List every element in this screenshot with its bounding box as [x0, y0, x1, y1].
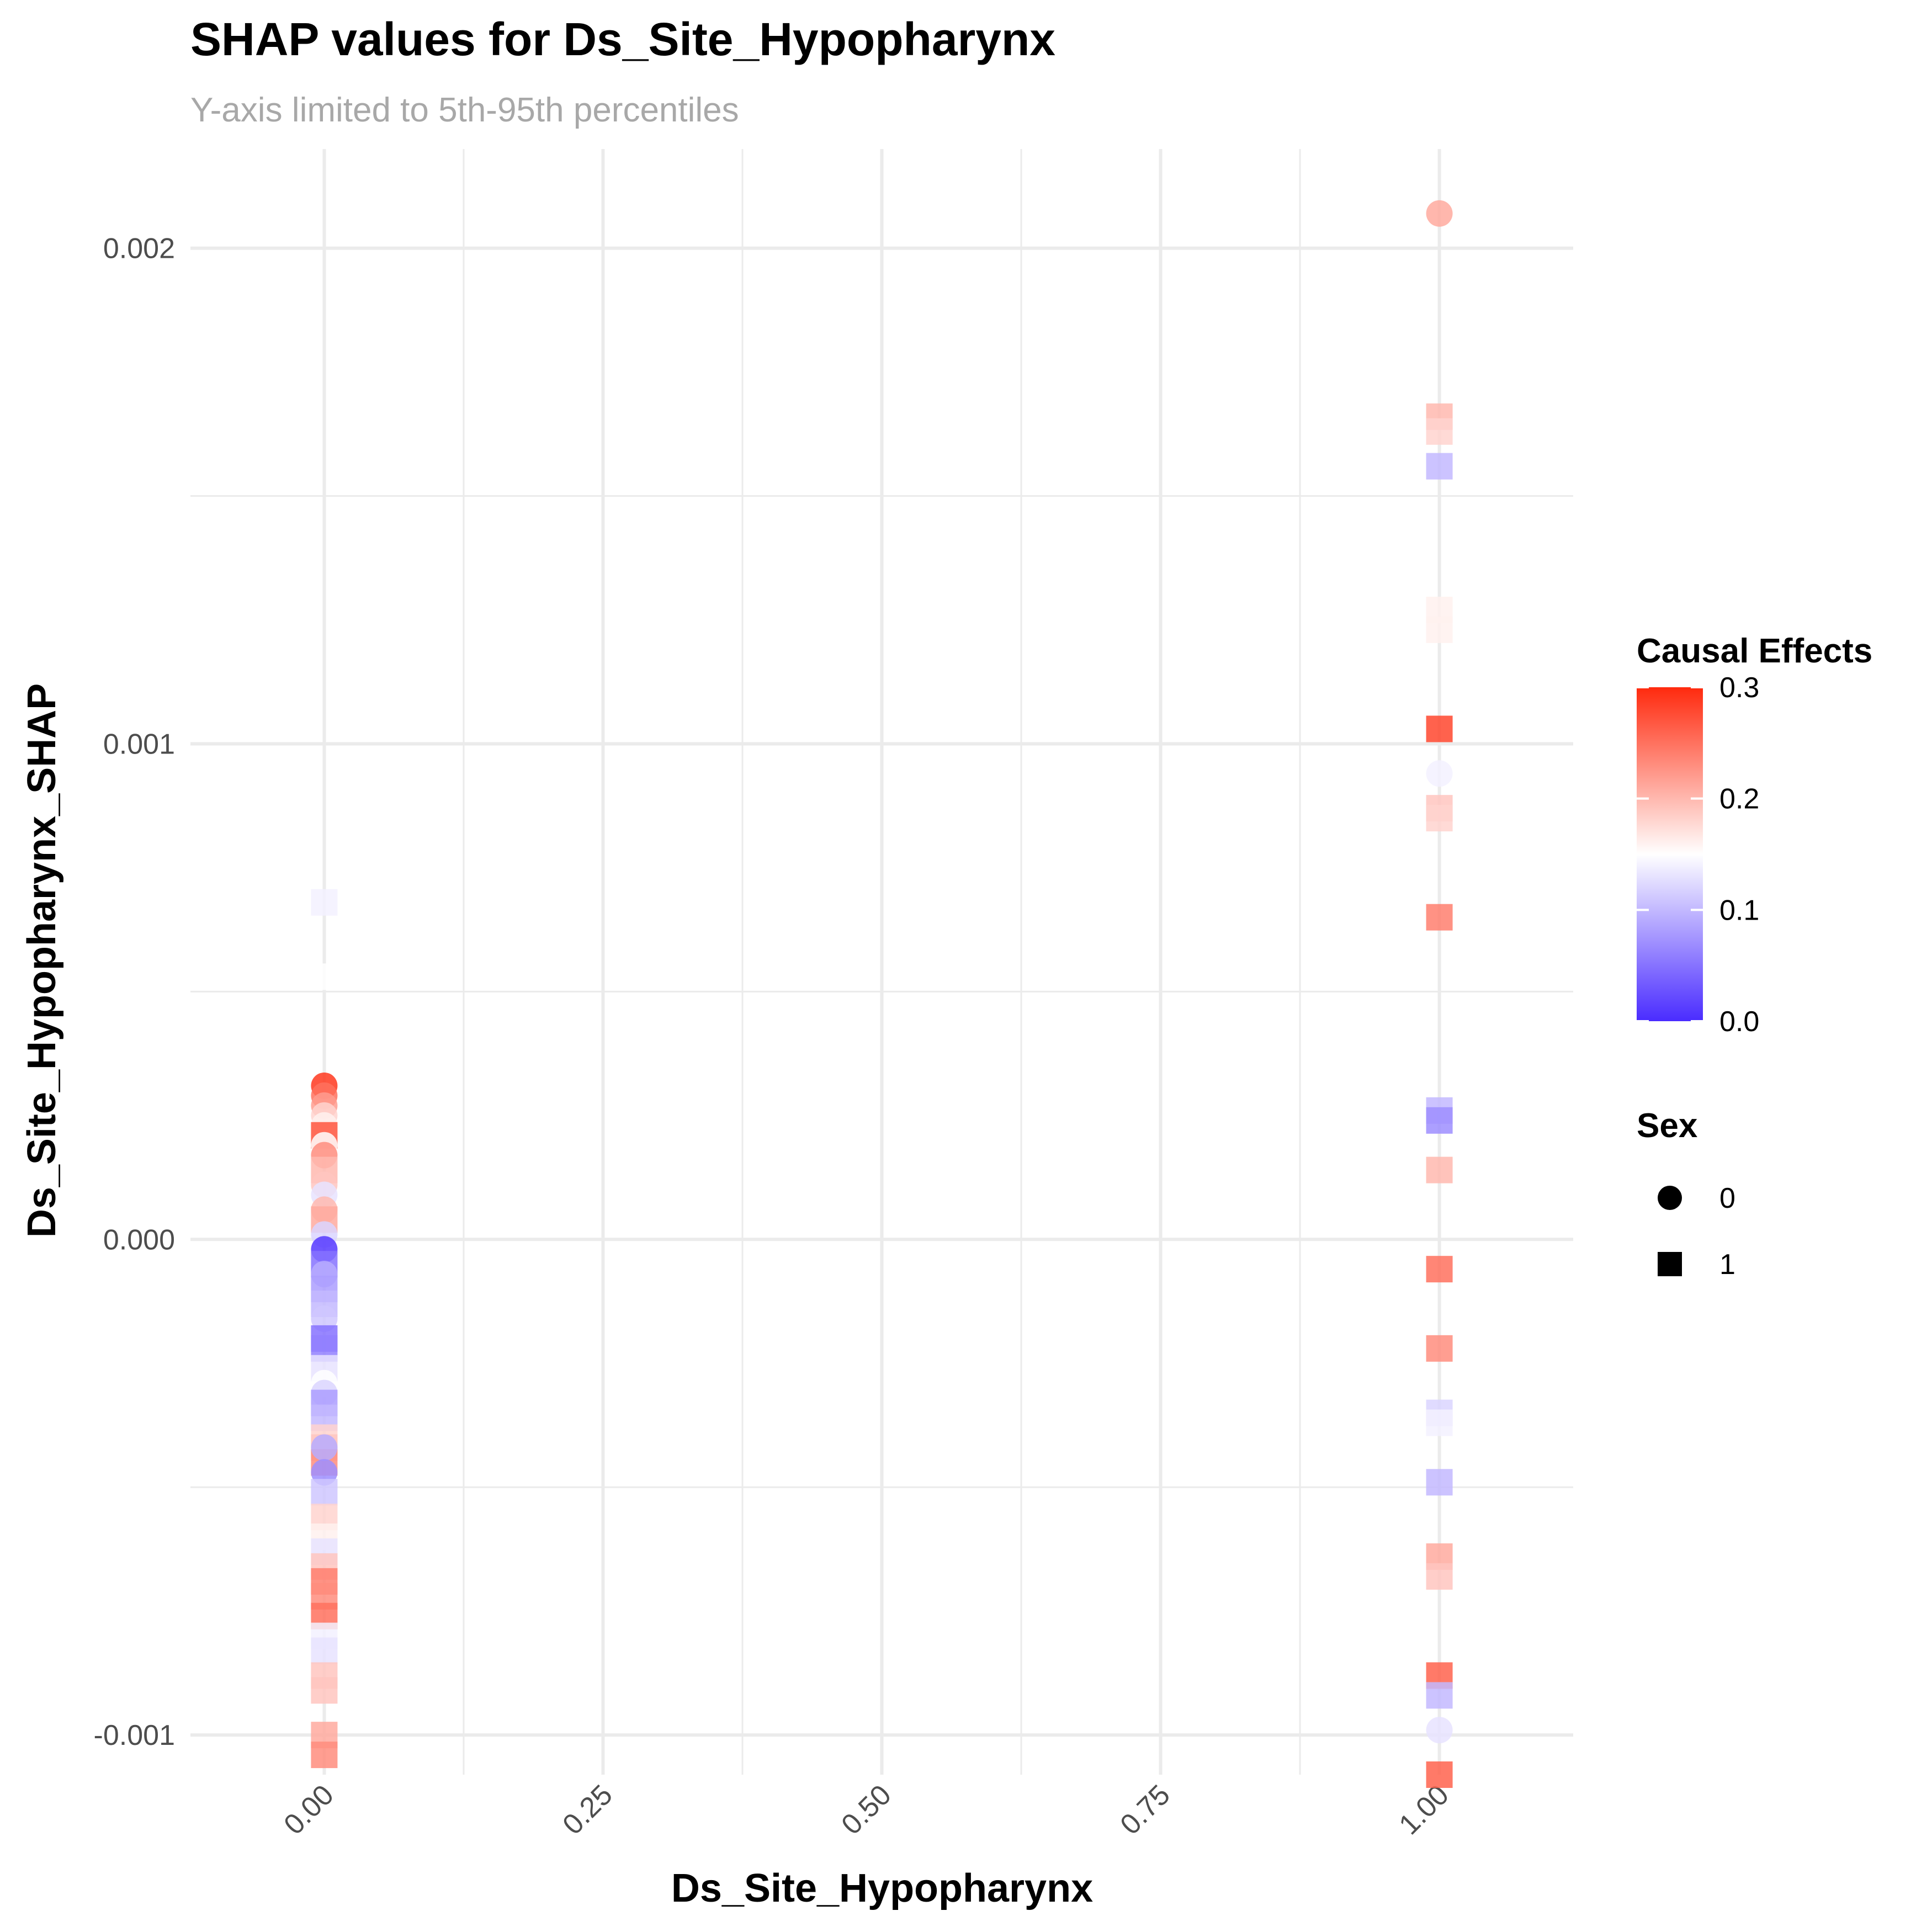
x-tick-label: 0.50: [835, 1779, 898, 1841]
grid-lines: [190, 149, 1573, 1775]
y-tick-label: 0.000: [103, 1224, 175, 1256]
data-point-square: [1426, 1335, 1453, 1362]
x-axis-title: Ds_Site_Hypopharynx: [671, 1866, 1093, 1910]
data-point-square: [1426, 1469, 1453, 1496]
shape-legend: Sex 01: [1637, 1107, 1735, 1281]
data-point-square: [311, 1742, 338, 1769]
chart-subtitle: Y-axis limited to 5th-95th percentiles: [190, 91, 739, 129]
data-point-square: [1426, 715, 1453, 742]
data-point-square: [1426, 805, 1453, 832]
y-tick-label: 0.001: [103, 728, 175, 760]
data-point-square: [311, 1677, 338, 1704]
colorbar-tick-label: 0.0: [1719, 1006, 1759, 1038]
shape-legend-items: 01: [1658, 1182, 1735, 1281]
chart-title: SHAP values for Ds_Site_Hypopharynx: [190, 13, 1055, 65]
data-point-circle: [1426, 200, 1453, 227]
data-point-square: [1426, 616, 1453, 643]
data-point-square: [311, 963, 338, 990]
data-point-square: [1426, 1682, 1453, 1709]
colorbar-tick-label: 0.1: [1719, 894, 1759, 926]
shape-legend-label: 1: [1719, 1249, 1735, 1281]
data-point-square: [1426, 904, 1453, 931]
data-point-square: [1426, 1563, 1453, 1590]
x-axis-ticks: 0.00 0.25 0.50 0.75 1.00: [278, 1779, 1455, 1841]
color-legend: Causal Effects 0.0 0.1 0.2 0.3: [1637, 632, 1872, 1038]
data-point-square: [1426, 1156, 1453, 1183]
y-tick-label: -0.001: [94, 1719, 175, 1751]
data-points: [311, 200, 1453, 1788]
x-tick-label: 1.00: [1393, 1779, 1455, 1841]
x-tick-label: 0.00: [278, 1779, 340, 1841]
colorbar-tick-label: 0.3: [1719, 672, 1759, 704]
y-axis-ticks: -0.001 0.000 0.001 0.002: [94, 233, 175, 1752]
data-point-square: [311, 1637, 338, 1664]
colorbar-ticks: 0.0 0.1 0.2 0.3: [1637, 672, 1759, 1038]
shape-legend-label: 0: [1719, 1182, 1735, 1214]
data-point-square: [311, 889, 338, 916]
data-point-square: [1426, 418, 1453, 445]
data-point-square: [1426, 1761, 1453, 1788]
data-point-square: [1426, 1256, 1453, 1283]
data-point-square: [311, 1479, 338, 1506]
color-legend-title: Causal Effects: [1637, 632, 1872, 670]
data-point-circle: [1426, 1717, 1453, 1744]
data-point-square: [1426, 453, 1453, 480]
y-axis-title: Ds_Site_Hypopharynx_SHAP: [20, 683, 64, 1238]
data-point-circle: [311, 1434, 338, 1461]
data-point-square: [1426, 1107, 1453, 1134]
data-point-square: [1426, 1409, 1453, 1436]
x-tick-label: 0.75: [1114, 1779, 1176, 1841]
y-tick-label: 0.002: [103, 233, 175, 265]
shape-legend-circle-icon: [1658, 1186, 1682, 1210]
colorbar-tick-label: 0.2: [1719, 783, 1759, 815]
colorbar: [1637, 687, 1703, 1021]
x-tick-label: 0.25: [556, 1779, 619, 1841]
shape-legend-square-icon: [1658, 1252, 1682, 1276]
shape-legend-title: Sex: [1637, 1107, 1698, 1145]
data-point-circle: [1426, 760, 1453, 787]
